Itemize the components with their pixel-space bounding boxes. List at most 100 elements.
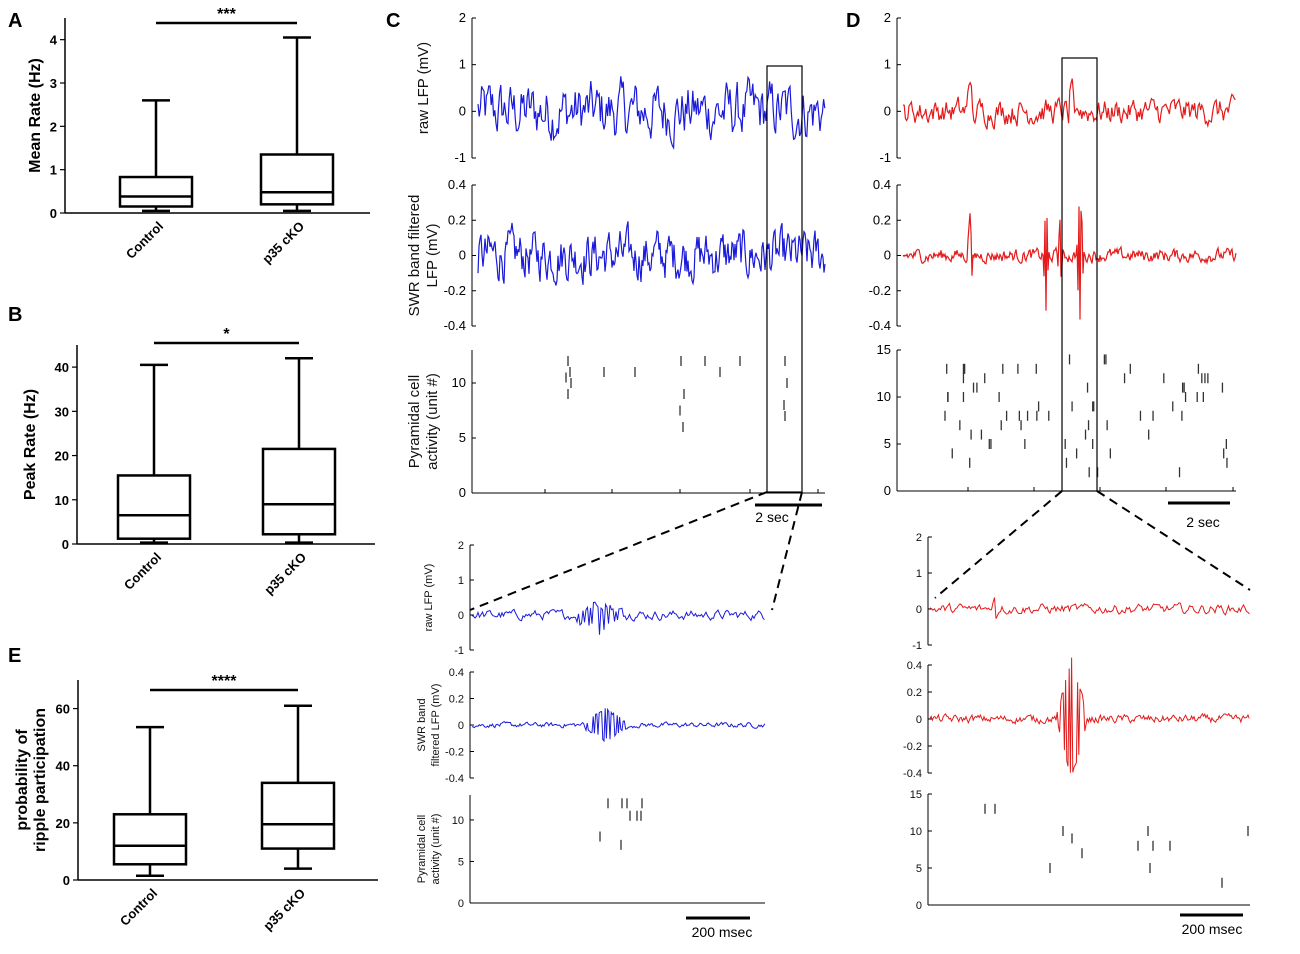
- box-E-control: [112, 813, 188, 866]
- y-tick-label-C: 0: [458, 898, 464, 910]
- zoom-guide-right-d: [1096, 490, 1251, 591]
- y-tick-label-A: 0: [50, 206, 57, 221]
- box-B-control: [116, 474, 192, 540]
- scale-bar-label-d: 2 sec: [1186, 514, 1219, 530]
- y-axis-label-C-0: raw LFP (mV): [415, 42, 432, 134]
- x-tick-label-B: Control: [121, 550, 164, 593]
- box-B-p35-cko: [261, 447, 337, 536]
- y-tick-label-D: -1: [879, 150, 891, 165]
- scale-bar-label-d-zoom: 200 msec: [1182, 921, 1243, 937]
- y-tick-label-C: -1: [454, 645, 464, 657]
- panel-label-a: A: [8, 10, 22, 32]
- panel-label-d: D: [846, 10, 860, 32]
- y-tick-label-C: 0.4: [449, 667, 464, 679]
- y-tick-label-C: 10: [452, 815, 464, 827]
- trace-raw-lfp-control: [477, 75, 826, 150]
- y-tick-label-C: 2: [459, 10, 466, 25]
- y-tick-label-D: 1: [916, 568, 922, 580]
- y-axis-label-E: probability of: [14, 729, 31, 831]
- y-tick-label-C: 0: [459, 485, 466, 500]
- zoom-guide-left-c: [469, 491, 768, 611]
- y-axis-label-C-3: raw LFP (mV): [423, 564, 435, 632]
- y-tick-label-D: -0.2: [903, 741, 922, 753]
- y-tick-label-C: 0: [459, 103, 466, 118]
- y-tick-label-B: 10: [55, 493, 69, 508]
- y-tick-label-C: 0: [459, 248, 466, 263]
- y-axis-label-C-5: activity (unit #): [430, 814, 442, 885]
- y-tick-label-C: 0: [458, 610, 464, 622]
- y-axis-label-C-4: filtered LFP (mV): [430, 684, 442, 767]
- y-tick-label-B: 30: [55, 404, 69, 419]
- y-tick-label-D: 0.4: [873, 177, 891, 192]
- y-tick-label-A: 4: [50, 33, 58, 48]
- y-tick-label-C: 0.4: [448, 177, 466, 192]
- significance-stars-B: *: [223, 326, 230, 343]
- y-tick-label-C: 10: [452, 375, 466, 390]
- y-tick-label-D: 0: [916, 714, 922, 726]
- y-axis-label-C-5: Pyramidal cell: [416, 815, 428, 883]
- x-tick-label-B: p35 cKO: [261, 550, 309, 598]
- y-tick-label-D: 10: [910, 826, 922, 838]
- y-axis-label-C-4: SWR band: [416, 698, 428, 751]
- x-tick-label-A: Control: [123, 219, 166, 262]
- y-tick-label-D: 0.4: [907, 660, 922, 672]
- y-tick-label-C: 0: [458, 720, 464, 732]
- zoom-window-c: [766, 65, 803, 493]
- y-tick-label-D: 15: [877, 342, 891, 357]
- y-tick-label-D: -0.4: [903, 768, 922, 780]
- y-tick-label-D: 5: [884, 436, 891, 451]
- y-tick-label-A: 3: [50, 76, 57, 91]
- panel-label-b: B: [8, 304, 22, 326]
- box-E-p35-cko: [260, 781, 336, 850]
- y-tick-label-C: 0.2: [449, 694, 464, 706]
- y-axis-label-A: Mean Rate (Hz): [27, 58, 44, 173]
- panel-label-e: E: [8, 645, 21, 667]
- y-tick-label-D: 2: [916, 532, 922, 544]
- trace-swr-filtered-control: [477, 221, 826, 286]
- y-tick-label-C: 5: [458, 856, 464, 868]
- y-tick-label-E: 20: [56, 816, 70, 831]
- y-tick-label-C: -1: [454, 150, 466, 165]
- y-tick-label-C: 2: [458, 540, 464, 552]
- y-axis-label-C-1: LFP (mV): [424, 224, 441, 288]
- y-tick-label-D: 10: [877, 389, 891, 404]
- y-tick-label-D: 0.2: [873, 212, 891, 227]
- y-tick-label-D: 15: [910, 789, 922, 801]
- y-tick-label-C: -0.2: [444, 283, 466, 298]
- y-axis-label-E: ripple participation: [32, 708, 49, 852]
- y-tick-label-D: 5: [916, 863, 922, 875]
- y-tick-label-D: 0: [884, 483, 891, 498]
- scale-bar-label-c-zoom: 200 msec: [692, 924, 753, 940]
- y-tick-label-C: 0.2: [448, 212, 466, 227]
- trace-swr-filtered-zoom-control: [471, 707, 766, 743]
- zoom-guide-right-c: [771, 491, 803, 611]
- y-tick-label-D: 0: [916, 900, 922, 912]
- y-tick-label-A: 1: [50, 163, 57, 178]
- y-tick-label-D: 0: [916, 604, 922, 616]
- scale-bar-label-c: 2 sec: [755, 509, 788, 525]
- y-tick-label-C: 5: [459, 430, 466, 445]
- significance-stars-E: ****: [212, 673, 238, 690]
- y-tick-label-D: 0: [884, 248, 891, 263]
- y-tick-label-B: 40: [55, 360, 69, 375]
- y-tick-label-C: 1: [458, 575, 464, 587]
- y-axis-label-C-2: activity (unit #): [424, 373, 441, 470]
- y-tick-label-B: 20: [55, 449, 69, 464]
- box-A-control: [118, 175, 194, 208]
- zoom-guide-left-d: [934, 490, 1063, 599]
- trace-raw-lfp-zoom-p35: [929, 597, 1250, 619]
- y-tick-label-C: 1: [459, 57, 466, 72]
- y-axis-label-B: Peak Rate (Hz): [22, 389, 39, 500]
- y-tick-label-C: -0.4: [445, 773, 464, 785]
- y-tick-label-B: 0: [62, 537, 69, 552]
- y-tick-label-C: -0.4: [444, 318, 466, 333]
- trace-raw-lfp-zoom-control: [471, 601, 765, 635]
- y-tick-label-D: 1: [884, 57, 891, 72]
- y-tick-label-D: -1: [912, 640, 922, 652]
- x-tick-label-E: p35 cKO: [260, 886, 308, 934]
- trace-swr-filtered-zoom-p35: [929, 657, 1250, 773]
- y-tick-label-D: -0.2: [869, 283, 891, 298]
- y-tick-label-C: -0.2: [445, 747, 464, 759]
- zoom-window-d: [1061, 57, 1098, 492]
- trace-swr-filtered-p35: [902, 206, 1237, 320]
